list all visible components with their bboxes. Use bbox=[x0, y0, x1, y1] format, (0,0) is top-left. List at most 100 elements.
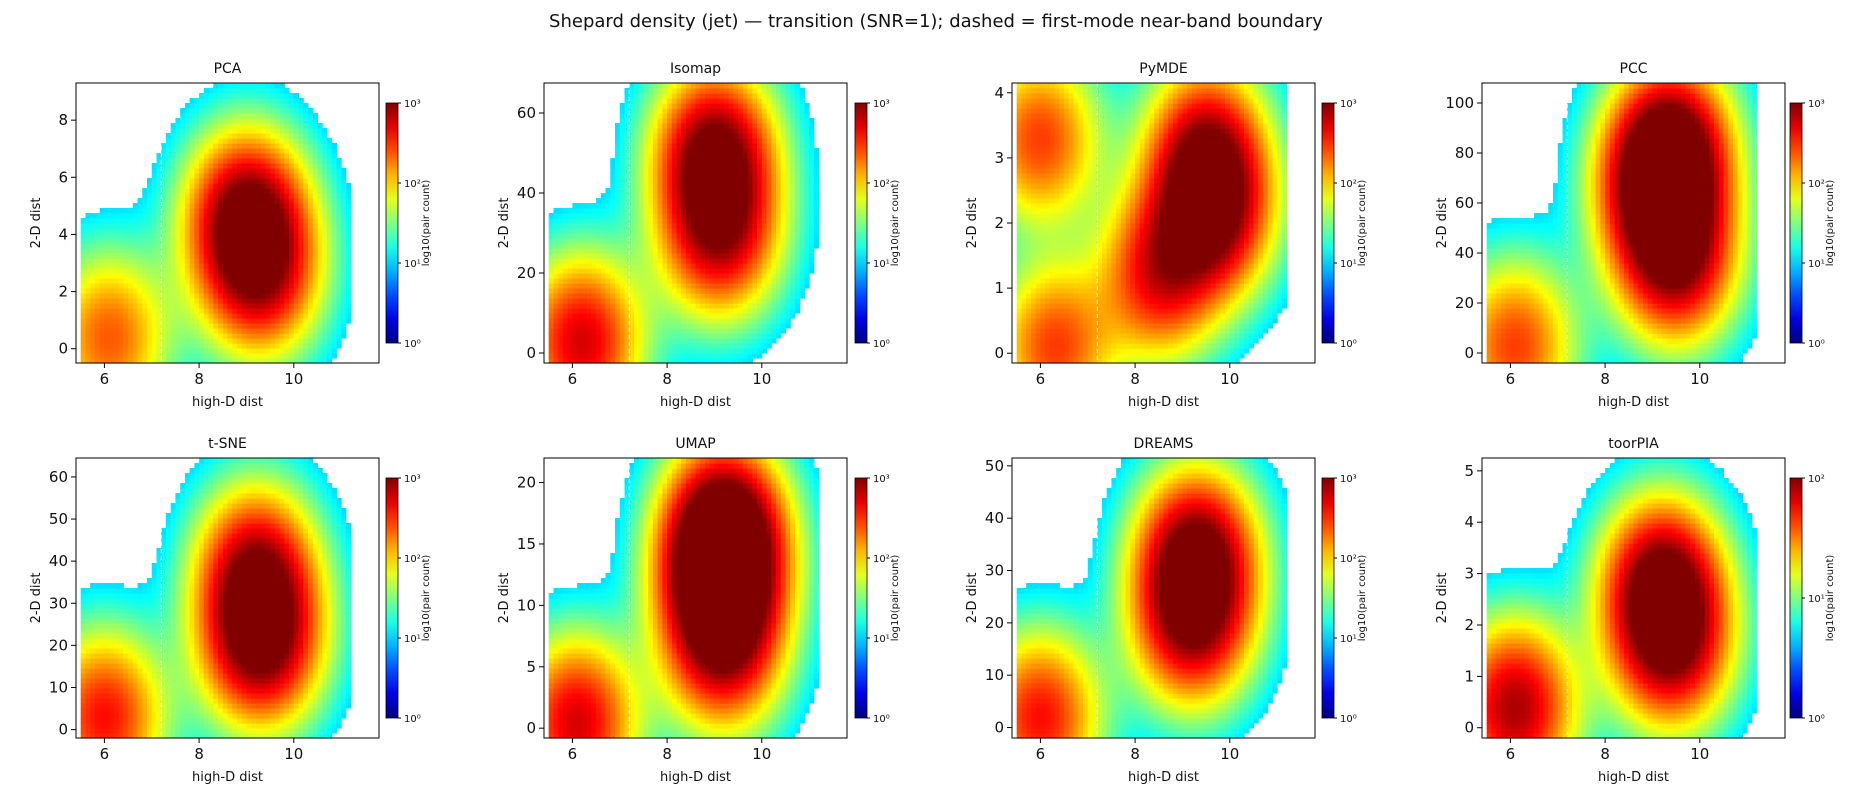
density-cell bbox=[138, 353, 143, 359]
density-cell bbox=[662, 313, 667, 319]
density-cell bbox=[686, 288, 691, 294]
density-cell bbox=[218, 98, 223, 104]
density-cell bbox=[299, 313, 304, 319]
density-cell bbox=[138, 313, 143, 319]
density-cell bbox=[724, 333, 729, 339]
density-cell bbox=[90, 328, 95, 334]
density-cell bbox=[677, 98, 682, 104]
density-cell bbox=[748, 353, 753, 359]
density-cell bbox=[119, 263, 124, 269]
density-cell bbox=[95, 288, 100, 294]
density-cell bbox=[757, 273, 762, 279]
density-cell bbox=[86, 333, 91, 339]
density-cell bbox=[213, 278, 218, 284]
density-cell bbox=[549, 308, 554, 314]
density-cell bbox=[299, 288, 304, 294]
density-cell bbox=[757, 348, 762, 354]
density-cell bbox=[213, 293, 218, 299]
density-cell bbox=[228, 238, 233, 244]
density-cell bbox=[246, 98, 251, 104]
density-cell bbox=[81, 333, 86, 339]
density-cell bbox=[767, 228, 772, 234]
density-cell bbox=[123, 228, 128, 234]
density-cell bbox=[767, 178, 772, 184]
density-cell bbox=[265, 283, 270, 289]
density-cell bbox=[242, 163, 247, 169]
density-cell bbox=[710, 273, 715, 279]
density-cell bbox=[265, 333, 270, 339]
density-cell bbox=[341, 288, 346, 294]
density-cell bbox=[341, 303, 346, 309]
density-cell bbox=[672, 228, 677, 234]
density-cell bbox=[327, 328, 332, 334]
density-cell bbox=[322, 188, 327, 194]
density-cell bbox=[270, 308, 275, 314]
density-cell bbox=[757, 288, 762, 294]
density-cell bbox=[681, 228, 686, 234]
density-cell bbox=[733, 203, 738, 209]
density-cell bbox=[596, 298, 601, 304]
density-cell bbox=[610, 223, 615, 229]
density-cell bbox=[572, 228, 577, 234]
density-cell bbox=[738, 113, 743, 119]
density-cell bbox=[615, 148, 620, 154]
density-cell bbox=[733, 323, 738, 329]
density-cell bbox=[714, 98, 719, 104]
density-cell bbox=[152, 348, 157, 354]
density-cell bbox=[762, 163, 767, 169]
density-cell bbox=[294, 273, 299, 279]
density-cell bbox=[199, 298, 204, 304]
density-cell bbox=[152, 203, 157, 209]
density-cell bbox=[166, 233, 171, 239]
density-cell bbox=[303, 293, 308, 299]
density-cell bbox=[733, 288, 738, 294]
density-cell bbox=[639, 148, 644, 154]
density-cell bbox=[346, 243, 351, 249]
density-cell bbox=[123, 293, 128, 299]
density-cell bbox=[696, 268, 701, 274]
density-cell bbox=[610, 328, 615, 334]
density-cell bbox=[634, 118, 639, 124]
density-cell bbox=[322, 253, 327, 259]
density-cell bbox=[275, 183, 280, 189]
density-cell bbox=[213, 318, 218, 324]
density-cell bbox=[303, 243, 308, 249]
density-cell bbox=[767, 238, 772, 244]
density-cell bbox=[142, 283, 147, 289]
density-cell bbox=[667, 138, 672, 144]
density-cell bbox=[662, 253, 667, 259]
density-cell bbox=[313, 273, 318, 279]
density-cell bbox=[142, 293, 147, 299]
density-cell bbox=[752, 143, 757, 149]
density-cell bbox=[752, 198, 757, 204]
density-cell bbox=[327, 333, 332, 339]
density-cell bbox=[700, 333, 705, 339]
density-cell bbox=[629, 228, 634, 234]
density-cell bbox=[294, 338, 299, 344]
density-cell bbox=[700, 308, 705, 314]
density-cell bbox=[90, 223, 95, 229]
density-cell bbox=[251, 113, 256, 119]
density-cell bbox=[710, 258, 715, 264]
density-cell bbox=[662, 258, 667, 264]
density-cell bbox=[634, 293, 639, 299]
density-cell bbox=[733, 303, 738, 309]
density-cell bbox=[246, 343, 251, 349]
density-cell bbox=[639, 248, 644, 254]
density-cell bbox=[705, 348, 710, 354]
density-cell bbox=[95, 248, 100, 254]
density-cell bbox=[743, 113, 748, 119]
density-cell bbox=[705, 288, 710, 294]
density-cell bbox=[109, 298, 114, 304]
density-cell bbox=[719, 308, 724, 314]
density-cell bbox=[767, 328, 772, 334]
density-cell bbox=[648, 198, 653, 204]
density-cell bbox=[336, 173, 341, 179]
density-cell bbox=[185, 278, 190, 284]
density-cell bbox=[114, 243, 119, 249]
density-cell bbox=[729, 228, 734, 234]
density-cell bbox=[696, 103, 701, 109]
density-cell bbox=[568, 333, 573, 339]
density-cell bbox=[228, 83, 233, 89]
density-cell bbox=[681, 253, 686, 259]
